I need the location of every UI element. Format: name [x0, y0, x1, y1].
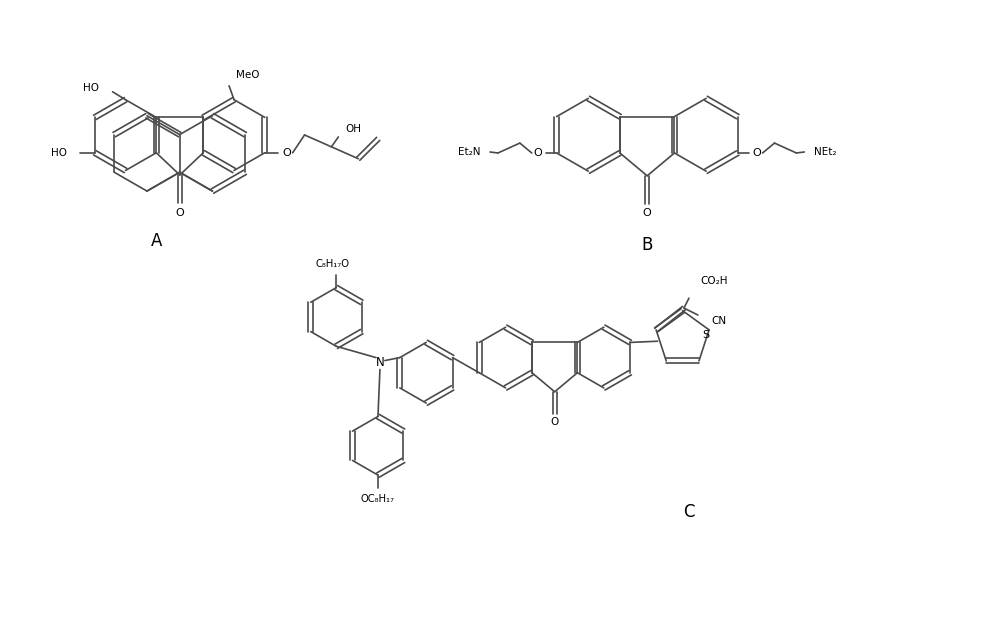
Text: O: O: [533, 148, 542, 158]
Text: HO: HO: [83, 83, 99, 93]
Text: O: O: [752, 148, 761, 158]
Text: OH: OH: [345, 124, 361, 134]
Text: NEt₂: NEt₂: [814, 147, 837, 157]
Text: MeO: MeO: [236, 70, 260, 80]
Text: N: N: [376, 356, 384, 369]
Text: S: S: [703, 330, 710, 340]
Text: B: B: [641, 236, 653, 254]
Text: CO₂H: CO₂H: [700, 276, 727, 286]
Text: Et₂N: Et₂N: [458, 147, 480, 157]
Text: A: A: [151, 231, 163, 249]
Text: O: O: [282, 148, 291, 158]
Text: OC₈H₁₇: OC₈H₁₇: [361, 494, 395, 504]
Text: O: O: [643, 208, 652, 218]
Text: O: O: [175, 208, 184, 218]
Text: C: C: [683, 503, 695, 521]
Text: C₈H₁₇O: C₈H₁₇O: [315, 259, 349, 269]
Text: HO: HO: [51, 148, 67, 158]
Text: O: O: [551, 417, 559, 427]
Text: CN: CN: [712, 316, 727, 326]
